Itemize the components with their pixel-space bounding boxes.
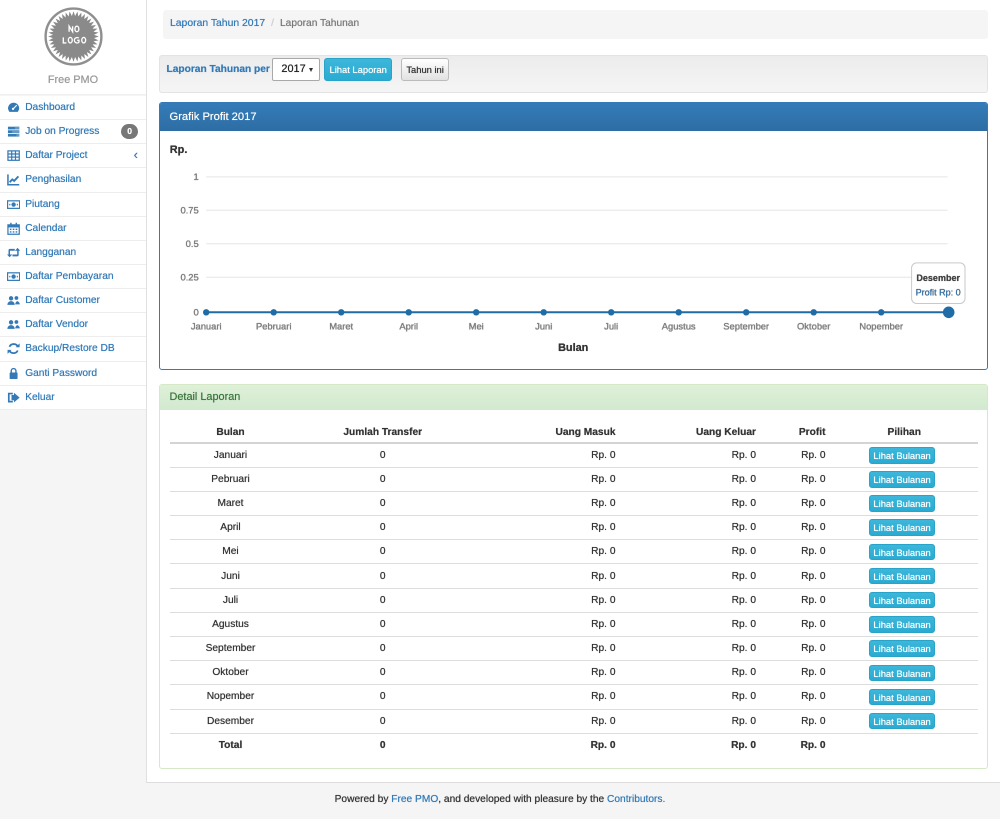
svg-text:0.75: 0.75 bbox=[180, 204, 198, 215]
svg-text:0: 0 bbox=[193, 306, 198, 317]
svg-text:Juli: Juli bbox=[604, 320, 618, 331]
svg-text:Desember: Desember bbox=[916, 273, 960, 283]
svg-text:September: September bbox=[723, 320, 769, 331]
svg-text:Rp.: Rp. bbox=[169, 144, 187, 156]
svg-text:Oktober: Oktober bbox=[797, 320, 830, 331]
svg-text:1: 1 bbox=[193, 171, 198, 182]
svg-text:0.25: 0.25 bbox=[180, 271, 198, 282]
svg-text:Nopember: Nopember bbox=[859, 320, 903, 331]
svg-text:Maret: Maret bbox=[329, 320, 353, 331]
svg-text:Januari: Januari bbox=[190, 320, 221, 331]
svg-text:Bulan: Bulan bbox=[558, 342, 588, 354]
svg-text:Profit Rp: 0: Profit Rp: 0 bbox=[915, 287, 960, 297]
svg-text:Juni: Juni bbox=[535, 320, 552, 331]
svg-text:0.5: 0.5 bbox=[185, 238, 198, 249]
svg-text:Agustus: Agustus bbox=[661, 320, 695, 331]
svg-text:April: April bbox=[399, 320, 418, 331]
svg-text:Pebruari: Pebruari bbox=[255, 320, 290, 331]
svg-text:Mei: Mei bbox=[468, 320, 483, 331]
